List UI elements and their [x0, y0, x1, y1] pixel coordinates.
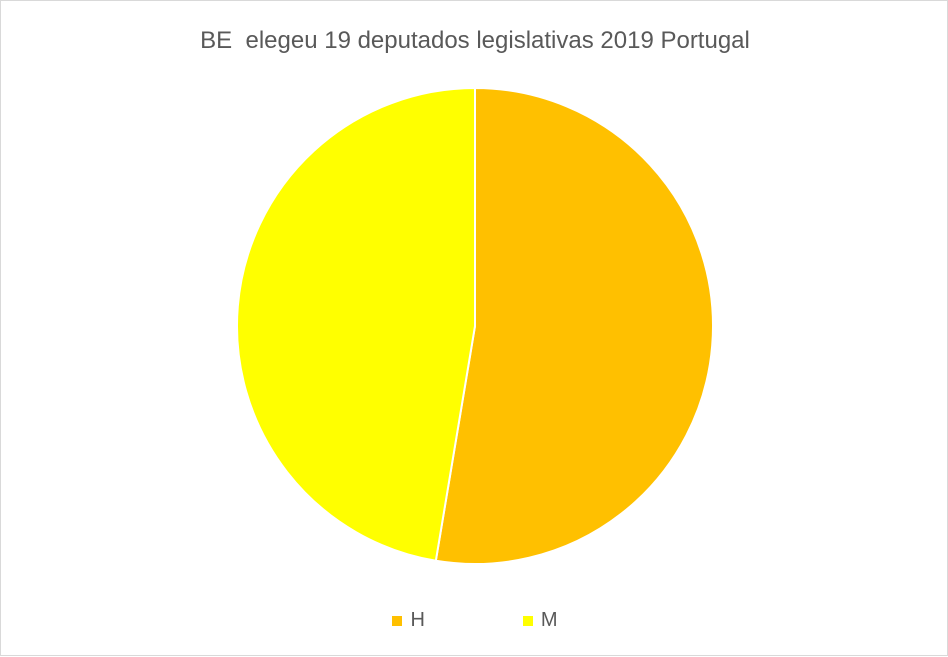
- legend-item-m: M: [522, 609, 558, 632]
- pie-slice-m: [236, 86, 476, 562]
- pie-slice-h: [434, 86, 714, 565]
- legend: H M: [1, 609, 948, 632]
- legend-item-h: H: [392, 609, 425, 632]
- legend-swatch-m: [522, 615, 533, 626]
- legend-label-m: M: [540, 609, 558, 631]
- legend-label-h: H: [410, 609, 425, 631]
- chart-title: BE elegeu 19 deputados legislativas 2019…: [200, 27, 750, 54]
- legend-swatch-h: [392, 615, 403, 626]
